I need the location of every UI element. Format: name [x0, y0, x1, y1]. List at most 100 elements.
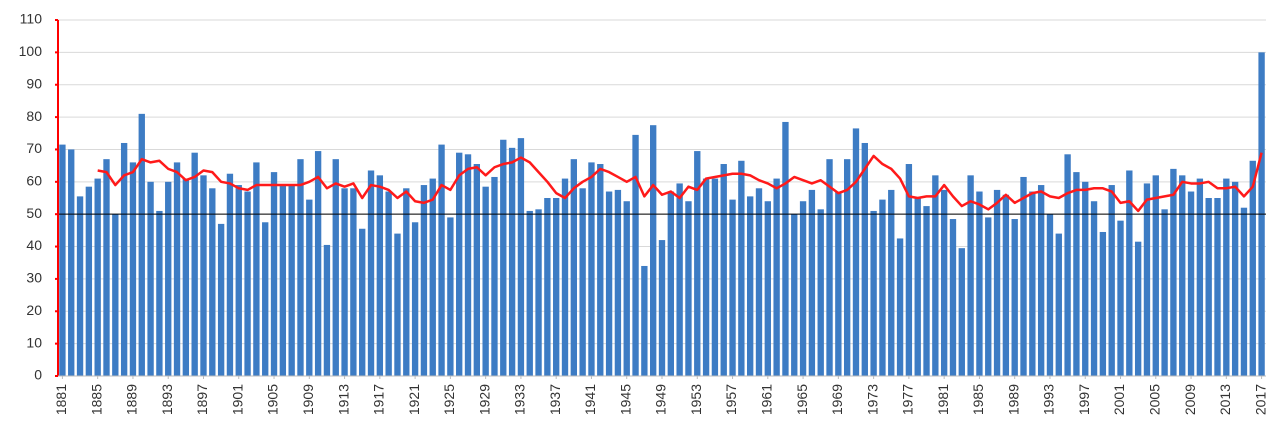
bar	[993, 189, 1001, 376]
bar	[279, 185, 287, 376]
bar	[535, 209, 542, 376]
bar	[1231, 181, 1239, 376]
bar	[359, 228, 366, 376]
bar	[905, 164, 913, 376]
bar	[76, 196, 84, 376]
x-tick-label: 1957	[723, 384, 739, 415]
y-tick-label: 0	[34, 367, 42, 383]
bar	[68, 149, 75, 376]
bar	[940, 189, 948, 376]
bar	[685, 201, 692, 376]
bar	[217, 223, 225, 376]
bar	[1161, 209, 1168, 376]
bar	[376, 175, 384, 376]
bar	[526, 210, 533, 376]
x-tick-label: 1973	[864, 384, 880, 415]
bar	[843, 159, 851, 376]
bar	[447, 217, 454, 376]
bar	[958, 248, 965, 376]
bar	[1073, 172, 1080, 376]
bar	[314, 151, 322, 376]
y-tick-label: 70	[26, 140, 42, 156]
x-tick-label: 1913	[335, 384, 351, 415]
x-tick-label: 1925	[441, 384, 457, 415]
bar	[914, 198, 921, 376]
bar	[1029, 191, 1036, 376]
x-tick-label: 1985	[970, 384, 986, 415]
bar	[1090, 201, 1098, 376]
bar	[791, 214, 798, 376]
bar	[658, 240, 666, 376]
bar	[191, 152, 198, 376]
bar	[826, 159, 833, 376]
trend-line	[97, 152, 1263, 213]
bar	[1126, 170, 1133, 376]
x-tick-label: 1941	[582, 384, 598, 415]
bar	[632, 134, 639, 376]
bar	[676, 183, 683, 376]
x-tick-label: 2017	[1252, 384, 1268, 415]
bar	[1020, 176, 1027, 376]
bar	[306, 199, 313, 376]
y-tick-label: 110	[20, 11, 43, 27]
bar	[156, 210, 163, 376]
y-tick-label: 30	[26, 270, 42, 286]
x-tick-label: 1909	[300, 384, 316, 415]
bar	[799, 201, 807, 376]
bar	[1082, 181, 1089, 376]
bar	[341, 188, 348, 376]
bar	[182, 178, 190, 376]
bar	[544, 198, 551, 376]
bar	[1205, 198, 1212, 376]
bar	[667, 191, 674, 376]
bar	[888, 189, 895, 376]
bar	[1196, 178, 1204, 376]
bar	[1214, 198, 1221, 376]
x-tick-label: 1881	[53, 384, 69, 415]
bar	[85, 186, 93, 376]
bar	[103, 159, 110, 376]
bar	[491, 176, 498, 376]
bar	[817, 209, 824, 376]
bar	[288, 185, 295, 376]
bar	[1064, 154, 1071, 376]
y-tick-label: 90	[26, 75, 42, 91]
bar	[129, 162, 137, 376]
bar	[1037, 185, 1045, 376]
bar	[253, 162, 260, 376]
bar	[482, 186, 489, 376]
y-tick-label: 80	[26, 108, 42, 124]
bar	[985, 217, 992, 376]
x-tick-label: 1933	[512, 384, 528, 415]
bar	[835, 191, 842, 376]
bar	[561, 178, 569, 376]
x-tick-label: 1981	[935, 384, 951, 415]
bar	[553, 198, 560, 376]
bar	[1249, 160, 1256, 376]
bar	[94, 178, 101, 376]
bar	[262, 222, 269, 376]
bar	[720, 164, 727, 376]
x-tick-label: 2001	[1111, 384, 1127, 415]
bar	[773, 178, 780, 376]
x-tick-label: 1961	[759, 384, 775, 415]
bar	[235, 185, 242, 376]
bar	[641, 265, 648, 376]
x-tick-label: 1977	[900, 384, 916, 415]
bar	[923, 206, 930, 376]
x-tick-label: 1965	[794, 384, 810, 415]
bar	[200, 175, 207, 376]
bar	[1187, 191, 1195, 376]
y-tick-label: 20	[26, 302, 42, 318]
x-tick-label: 1921	[406, 384, 422, 415]
y-tick-label: 40	[26, 237, 42, 253]
bar	[764, 201, 771, 376]
bar	[896, 238, 904, 376]
bar	[173, 162, 181, 376]
bar	[1002, 194, 1010, 376]
bar	[1143, 183, 1151, 376]
bar	[1117, 220, 1124, 376]
bar	[588, 162, 595, 376]
bar	[323, 244, 331, 376]
